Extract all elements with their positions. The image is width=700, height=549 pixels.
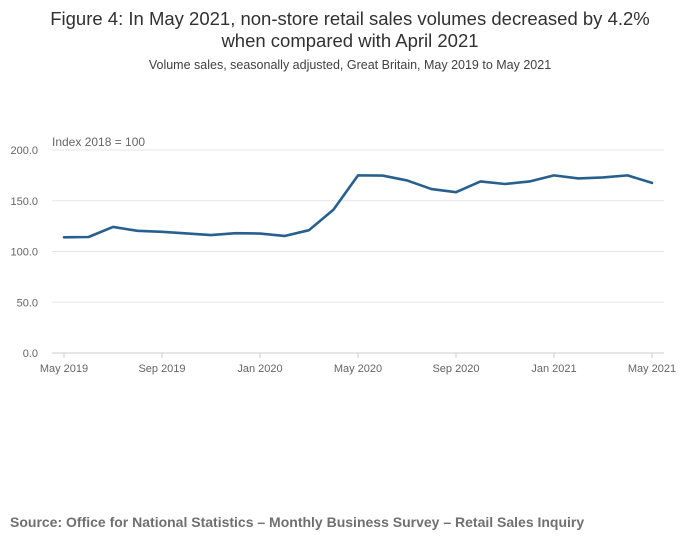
data-point[interactable] (279, 230, 291, 242)
chart-title: Figure 4: In May 2021, non-store retail … (0, 8, 700, 52)
data-point[interactable] (58, 231, 70, 243)
x-tick-label: Jan 2021 (531, 363, 576, 375)
y-tick-label: 0.0 (23, 348, 38, 360)
data-point[interactable] (107, 221, 119, 233)
data-point[interactable] (181, 227, 193, 239)
x-tick-label: Jan 2020 (237, 363, 282, 375)
data-point[interactable] (230, 227, 242, 239)
chart-title-line-1: Figure 4: In May 2021, non-store retail … (50, 8, 650, 29)
data-point[interactable] (573, 172, 585, 184)
data-point[interactable] (475, 175, 487, 187)
data-point[interactable] (450, 186, 462, 198)
x-tick-label: May 2021 (628, 363, 676, 375)
grid-lines (52, 149, 664, 303)
data-point[interactable] (205, 229, 217, 241)
y-tick-label: 100.0 (10, 247, 38, 259)
data-point[interactable] (254, 228, 266, 240)
data-point[interactable] (401, 174, 413, 186)
x-axis: May 2019 Sep 2019 Jan 2020 May 2020 Sep 2020… (40, 352, 676, 375)
data-point[interactable] (499, 178, 511, 190)
data-point[interactable] (548, 169, 560, 181)
data-point[interactable] (597, 171, 609, 183)
data-point[interactable] (622, 169, 634, 181)
data-point[interactable] (426, 183, 438, 195)
y-axis-label: Index 2018 = 100 (52, 135, 145, 149)
data-point[interactable] (132, 225, 144, 237)
data-point[interactable] (328, 204, 340, 216)
chart-title-line-2: when compared with April 2021 (221, 30, 479, 51)
data-point[interactable] (352, 169, 364, 181)
data-point[interactable] (524, 175, 536, 187)
data-point[interactable] (156, 226, 168, 238)
series-layer (58, 169, 658, 243)
x-tick-label: May 2020 (334, 363, 382, 375)
x-tick-label: Sep 2019 (138, 363, 185, 375)
x-tick-label: May 2019 (40, 363, 88, 375)
y-tick-label: 200.0 (10, 145, 38, 157)
chart-subtitle: Volume sales, seasonally adjusted, Great… (148, 58, 552, 72)
data-point[interactable] (377, 170, 389, 182)
y-axis: 200.0 150.0 100.0 50.0 0.0 (10, 145, 38, 360)
series-line (62, 174, 654, 239)
data-point[interactable] (83, 231, 95, 243)
data-point[interactable] (646, 177, 658, 189)
source-note: Source: Office for National Statistics –… (10, 514, 585, 530)
y-tick-label: 50.0 (17, 297, 38, 309)
y-tick-label: 150.0 (10, 196, 38, 208)
x-tick-label: Sep 2020 (432, 363, 479, 375)
data-point[interactable] (303, 224, 315, 236)
